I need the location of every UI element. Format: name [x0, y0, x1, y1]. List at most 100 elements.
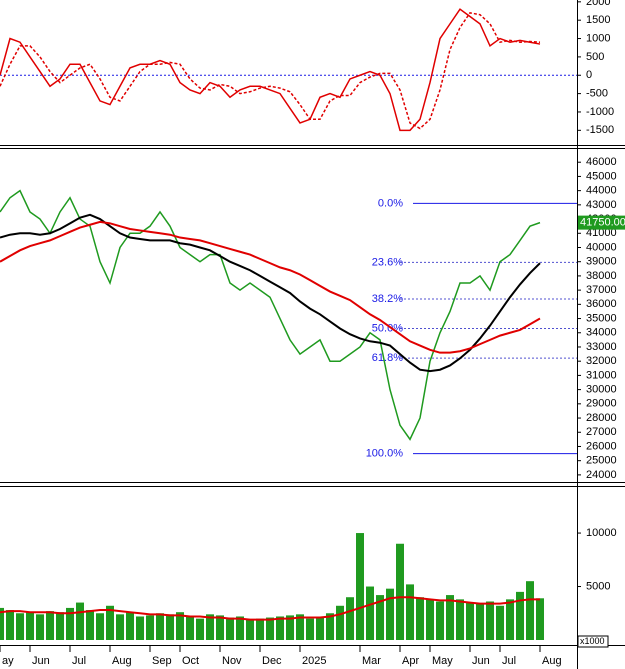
- volume-bar: [446, 595, 454, 640]
- last-price-box: [578, 215, 625, 230]
- y-tick-label: 35000: [586, 312, 617, 324]
- y-tick-label: 46000: [586, 156, 617, 168]
- unit-label: x1000: [580, 636, 605, 646]
- fib-label: 61.8%: [372, 352, 403, 364]
- fib-label: 0.0%: [378, 197, 403, 209]
- fib-label: 38.2%: [372, 293, 403, 305]
- volume-bar: [506, 599, 514, 640]
- volume-bar: [186, 616, 194, 640]
- y-tick-label: 500: [586, 51, 604, 63]
- x-tick-label: Jul: [72, 655, 86, 667]
- fib-label: 100.0%: [366, 447, 404, 459]
- x-tick-label: Oct: [182, 655, 199, 667]
- series-line: [0, 12, 541, 130]
- volume-bar: [56, 612, 64, 640]
- y-tick-label: 27000: [586, 426, 617, 438]
- volume-bar: [246, 619, 254, 640]
- x-tick-label: Mar: [362, 655, 381, 667]
- unit-box: [577, 635, 609, 648]
- y-tick-label: 32000: [586, 355, 617, 367]
- y-tick-label: 34000: [586, 327, 617, 339]
- volume-bar: [526, 581, 534, 640]
- volume-bar: [96, 613, 104, 640]
- y-tick-label: 5000: [586, 580, 610, 592]
- series-line: [0, 220, 541, 354]
- last-price-label: 41750.00: [580, 217, 625, 229]
- volume-bar: [486, 601, 494, 640]
- volume-bar: [236, 616, 244, 640]
- y-tick-label: 1500: [586, 14, 610, 26]
- series-line: [0, 189, 541, 441]
- volume-bar: [36, 614, 44, 640]
- y-tick-label: 10000: [586, 527, 617, 539]
- volume-bar: [286, 615, 294, 640]
- volume-bar: [156, 613, 164, 640]
- volume-bar: [336, 605, 344, 640]
- volume-bar: [26, 612, 34, 640]
- volume-bar: [366, 586, 374, 640]
- volume-bar: [416, 597, 424, 640]
- x-tick-label: Apr: [402, 655, 419, 667]
- volume-bar: [166, 614, 174, 640]
- y-tick-label: 43000: [586, 199, 617, 211]
- volume-bar: [126, 612, 134, 640]
- volume-bar: [316, 617, 324, 640]
- volume-bar: [116, 614, 124, 640]
- x-tick-label: Aug: [112, 655, 132, 667]
- y-tick-label: 39000: [586, 256, 617, 268]
- volume-bar: [16, 613, 24, 640]
- volume-bar: [516, 591, 524, 640]
- x-tick-label: Jun: [32, 655, 50, 667]
- volume-bar: [136, 616, 144, 640]
- y-tick-label: 26000: [586, 440, 617, 452]
- volume-bar: [386, 588, 394, 640]
- y-tick-label: 28000: [586, 412, 617, 424]
- y-tick-label: 33000: [586, 341, 617, 353]
- volume-bar: [406, 584, 414, 640]
- y-tick-label: 45000: [586, 170, 617, 182]
- x-tick-label: Nov: [222, 655, 242, 667]
- y-tick-label: 40000: [586, 241, 617, 253]
- volume-bar: [176, 612, 184, 640]
- series-line: [0, 8, 541, 132]
- y-tick-label: 29000: [586, 398, 617, 410]
- y-tick-label: 31000: [586, 369, 617, 381]
- volume-bar: [496, 605, 504, 640]
- volume-bar: [426, 599, 434, 640]
- volume-bar: [256, 618, 264, 640]
- volume-bar: [46, 611, 54, 640]
- volume-bar: [146, 615, 154, 640]
- y-tick-label: 44000: [586, 185, 617, 197]
- volume-bar: [0, 607, 4, 640]
- y-tick-label: -1500: [586, 124, 614, 136]
- volume-bar: [106, 605, 114, 640]
- volume-bar: [226, 617, 234, 640]
- volume-bar: [266, 617, 274, 640]
- x-tick-label: Aug: [542, 655, 562, 667]
- y-tick-label: 24000: [586, 469, 617, 481]
- volume-bar: [216, 615, 224, 640]
- y-tick-label: 36000: [586, 298, 617, 310]
- volume-bar: [456, 599, 464, 640]
- volume-bar: [326, 613, 334, 640]
- volume-bar: [276, 616, 284, 640]
- volume-bar: [536, 598, 544, 640]
- volume-bar: [86, 610, 94, 640]
- x-tick-label: ay: [2, 655, 14, 667]
- y-tick-label: 2000: [586, 0, 610, 8]
- y-tick-label: -500: [586, 88, 608, 100]
- volume-bar: [396, 543, 404, 640]
- y-tick-label: -1000: [586, 106, 614, 118]
- volume-bar: [376, 595, 384, 640]
- volume-bar: [476, 603, 484, 640]
- volume-bar: [76, 602, 84, 640]
- y-tick-label: 30000: [586, 384, 617, 396]
- y-tick-label: 0: [586, 69, 592, 81]
- volume-bar: [6, 610, 14, 640]
- x-tick-label: Jul: [502, 655, 516, 667]
- volume-bar: [296, 614, 304, 640]
- volume-bar: [436, 601, 444, 640]
- volume-bar: [346, 597, 354, 640]
